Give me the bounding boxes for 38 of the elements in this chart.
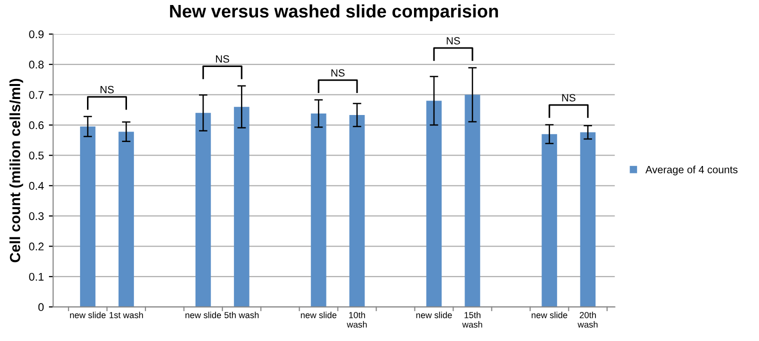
annotation: NS (562, 94, 576, 102)
x-tick-label: 20th wash (578, 312, 598, 328)
x-tick-label: new slide (532, 312, 568, 318)
y-tick-label: 0.7 (29, 90, 44, 99)
annotation: NS (446, 37, 460, 44)
bar (234, 106, 250, 307)
bar (80, 126, 96, 307)
x-tick-label: 10th wash (346, 312, 367, 328)
bar (542, 134, 558, 307)
y-axis-title: Cell count (milion cells/ml) (10, 78, 24, 262)
y-tick-label: 0.2 (29, 242, 44, 250)
x-tick-label: new slide (70, 312, 106, 318)
x-tick-label: 5th wash (224, 312, 259, 318)
annotation: NS (100, 86, 114, 94)
y-tick-label: 0.4 (29, 182, 44, 190)
y-tick-label: 0.9 (29, 30, 44, 38)
y-tick-label: 0 (38, 303, 44, 312)
y-tick-label: 0.5 (29, 152, 44, 160)
x-tick-label: new slide (186, 312, 222, 318)
x-tick-label: new slide (416, 312, 452, 318)
y-tick-label: 0.1 (29, 272, 44, 281)
y-tick-label: 0.8 (29, 60, 44, 69)
x-tick-label: 1st wash (110, 312, 143, 318)
annotation: NS (331, 69, 345, 77)
legend-label: Average of 4 counts (645, 166, 738, 176)
x-tick-label: 15th wash (462, 312, 482, 328)
bar (426, 100, 442, 307)
annotation: NS (216, 55, 230, 63)
y-tick-label: 0.3 (29, 212, 44, 220)
bar (118, 132, 134, 307)
bar (195, 112, 211, 307)
bar (580, 132, 596, 307)
y-tick-label: 0.6 (29, 121, 44, 130)
bar (349, 115, 365, 307)
x-tick-label: new slide (300, 312, 336, 318)
bar (310, 114, 326, 307)
bar (464, 94, 480, 307)
chart-title: New versus washed slide comparision (170, 4, 498, 22)
